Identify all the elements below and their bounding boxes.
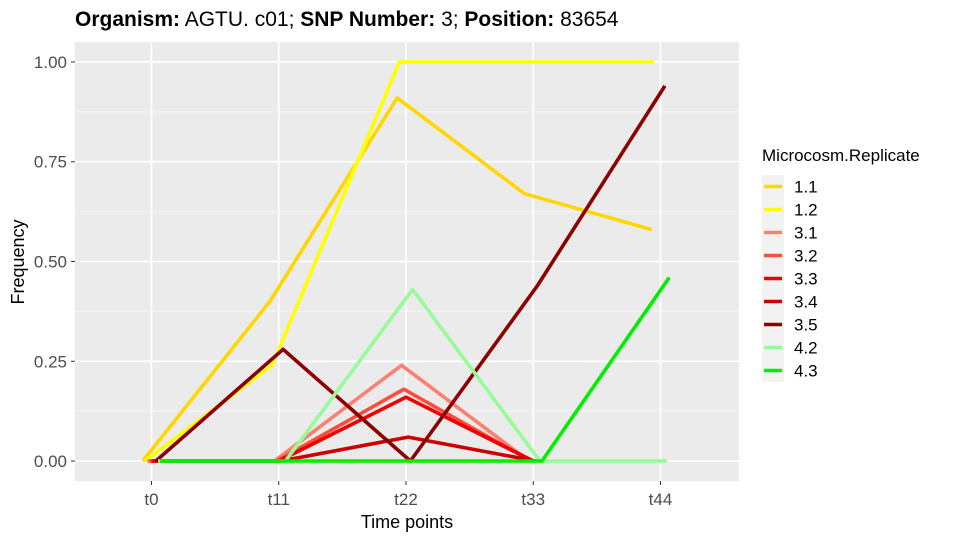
y-tick-label: 0.25: [34, 352, 67, 371]
series-line-4-3: [160, 276, 671, 463]
x-tick-label: t33: [521, 490, 545, 509]
chart-title: Organism: AGTU. c01; SNP Number: 3; Posi…: [75, 8, 619, 31]
x-axis-title: Time points: [361, 512, 453, 532]
series-layer: [141, 60, 671, 463]
title-part: 3;: [435, 8, 464, 31]
legend-title: Microcosm.Replicate: [762, 146, 920, 165]
legend-label: 3.1: [794, 224, 818, 243]
x-axis: t0 t11 t22 t33 t44: [144, 481, 672, 509]
x-tick-label: t44: [649, 490, 673, 509]
title-part: Organism:: [75, 8, 180, 31]
legend-label: 3.3: [794, 270, 818, 289]
title-part: Position:: [464, 8, 554, 31]
legend-label: 1.1: [794, 178, 818, 197]
legend-label: 3.2: [794, 247, 818, 266]
y-tick-label: 0.75: [34, 153, 67, 172]
title-part: SNP Number:: [300, 8, 435, 31]
title-part: 83654: [554, 8, 619, 31]
title-part: AGTU. c01;: [180, 8, 300, 31]
y-tick-label: 0.00: [34, 452, 67, 471]
grid: [75, 42, 739, 481]
legend-label: 3.4: [794, 293, 818, 312]
legend: 1.1 1.2 3.1 3.2 3.3 3.4 3.5 4.2 4.3: [762, 175, 818, 382]
x-tick-label: t0: [144, 490, 158, 509]
y-axis: 0.00 0.25 0.50 0.75 1.00: [34, 53, 75, 471]
legend-label: 4.2: [794, 339, 818, 358]
y-tick-label: 0.50: [34, 253, 67, 272]
y-tick-label: 1.00: [34, 53, 67, 72]
y-axis-title: Frequency: [8, 219, 28, 304]
legend-label: 4.3: [794, 362, 818, 381]
series-line-1-1: [141, 96, 653, 463]
legend-label: 1.2: [794, 201, 818, 220]
x-tick-label: t22: [394, 490, 418, 509]
x-tick-label: t11: [268, 490, 290, 509]
legend-label: 3.5: [794, 316, 818, 335]
